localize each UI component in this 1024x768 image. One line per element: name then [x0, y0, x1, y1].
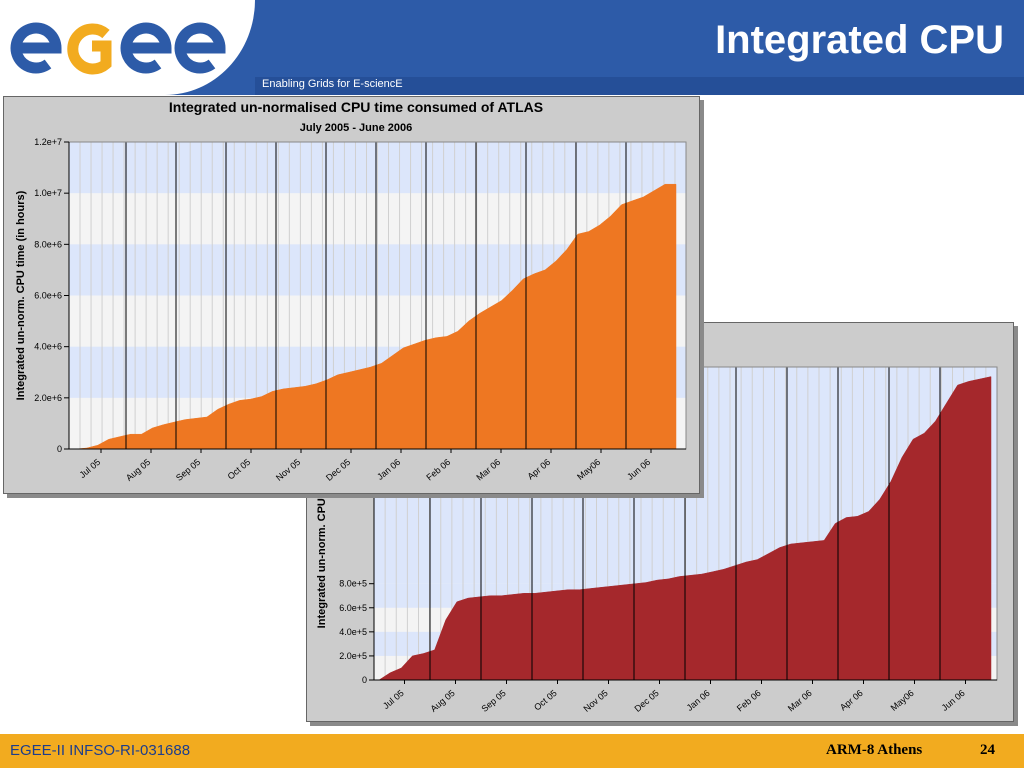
biomed-x-tick-label: Sep 05	[480, 688, 508, 714]
event-name: ARM-8 Athens	[826, 742, 923, 758]
atlas-y-tick-label: 1.0e+7	[34, 188, 62, 198]
atlas-chart-subtitle: July 2005 - June 2006	[300, 122, 413, 134]
atlas-x-tick-label: Oct 05	[226, 457, 253, 482]
biomed-x-tick-label: May06	[889, 688, 916, 713]
atlas-x-tick-label: Sep 05	[174, 457, 202, 483]
slide-footer	[0, 734, 1024, 768]
biomed-y-tick-label: 2.0e+5	[339, 651, 367, 661]
atlas-y-tick-label: 6.0e+6	[34, 291, 62, 301]
biomed-x-tick-label: Nov 05	[582, 688, 610, 714]
atlas-y-axis-label: Integrated un-norm. CPU time (in hours)	[15, 190, 27, 400]
biomed-x-tick-label: Jul 05	[381, 688, 406, 711]
atlas-chart-panel: 0 2.0e+6 4.0e+6 6.0e+6 8.0e+6 1.0e+7 1.2e+7 Jul…	[3, 96, 700, 494]
atlas-y-tick-label: 8.0e+6	[34, 239, 62, 249]
tagline-bar	[255, 77, 1024, 95]
biomed-x-tick-label: Feb 06	[735, 688, 763, 714]
tagline: Enabling Grids for E-sciencE	[262, 78, 403, 90]
atlas-x-tick-label: Aug 05	[124, 457, 152, 483]
atlas-x-tick-label: May06	[575, 457, 602, 482]
biomed-x-tick-label: Apr 06	[838, 688, 865, 713]
biomed-x-tick-label: Jun 06	[940, 688, 967, 713]
slide-title: Integrated CPU	[715, 18, 1004, 62]
atlas-x-tick-label: Dec 05	[324, 457, 352, 483]
atlas-x-tick-label: Jan 06	[375, 457, 402, 482]
biomed-y-tick-label: 8.0e+5	[339, 579, 367, 589]
atlas-x-tick-label: Apr 06	[526, 457, 553, 482]
atlas-x-tick-label: Jun 06	[625, 457, 652, 482]
biomed-y-tick-label: 4.0e+5	[339, 627, 367, 637]
biomed-x-tick-label: Oct 05	[532, 688, 559, 713]
atlas-x-tick-label: Mar 06	[474, 457, 502, 483]
atlas-y-tick-label: 0	[57, 444, 62, 454]
biomed-x-tick-label: Dec 05	[633, 688, 661, 714]
biomed-x-tick-label: Aug 05	[429, 688, 457, 714]
biomed-y-tick-label: 6.0e+5	[339, 603, 367, 613]
biomed-x-tick-label: Mar 06	[786, 688, 814, 714]
atlas-y-tick-label: 4.0e+6	[34, 342, 62, 352]
egee-logo	[10, 22, 226, 75]
biomed-x-tick-label: Jan 06	[685, 688, 712, 713]
page-number: 24	[980, 742, 995, 758]
atlas-x-tick-label: Nov 05	[274, 457, 302, 483]
atlas-cpu-chart: 0 2.0e+6 4.0e+6 6.0e+6 8.0e+6 1.0e+7 1.2e+7 Jul…	[15, 99, 687, 483]
atlas-y-tick-label: 1.2e+7	[34, 137, 62, 147]
biomed-y-tick-label: 0	[362, 675, 367, 685]
atlas-x-tick-label: Jul 05	[77, 457, 102, 480]
project-id: EGEE-II INFSO-RI-031688	[10, 742, 191, 759]
atlas-x-tick-label: Feb 06	[424, 457, 452, 483]
atlas-y-tick-label: 2.0e+6	[34, 393, 62, 403]
atlas-chart-title: Integrated un-normalised CPU time consum…	[169, 99, 543, 115]
